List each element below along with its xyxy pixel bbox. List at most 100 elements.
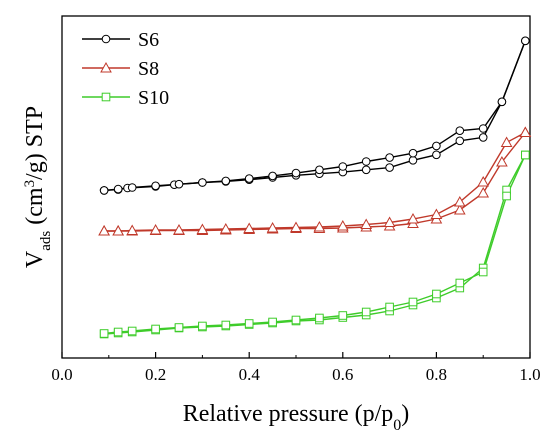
s6-desorption-point <box>99 186 109 195</box>
s6-desorption-point <box>151 181 160 191</box>
s6-desorption-point <box>198 178 207 187</box>
s8-desorption-point <box>453 195 466 207</box>
s6-desorption-point <box>268 171 277 181</box>
s6-desorption-point <box>315 165 324 175</box>
s6-desorption-point <box>455 126 465 135</box>
s10-desorption-point <box>127 326 137 336</box>
s6-desorption-point <box>432 141 441 151</box>
s10-desorption-line <box>104 154 526 335</box>
s8-desorption-point <box>149 223 162 235</box>
s8-desorption-point <box>173 223 185 235</box>
x-axis-label-tail: ) <box>401 401 409 427</box>
legend-marker <box>100 61 112 73</box>
x-axis-label: Relative pressure (p/p0) <box>183 401 410 434</box>
y-axis-label-v: V <box>22 250 48 268</box>
s8-desorption-point <box>477 175 490 187</box>
s10-desorption-point <box>291 315 301 325</box>
x-tick-label: 0.6 <box>332 365 353 384</box>
x-tick-label: 0.4 <box>239 365 261 384</box>
s6-desorption-point <box>338 162 348 171</box>
s6-adsorption-point <box>455 136 465 146</box>
s10-desorption-point <box>432 289 441 299</box>
s10-desorption-point <box>455 278 465 288</box>
s8-desorption-point <box>500 136 513 147</box>
x-tick-label: 0.2 <box>145 365 166 384</box>
y-axis-label-tail: /g) STP <box>22 106 48 180</box>
s6-desorption-point <box>385 153 394 162</box>
x-axis-label-subscript: 0 <box>393 417 401 434</box>
legend-marker <box>101 34 111 44</box>
s10-desorption-point <box>361 307 371 317</box>
s6-adsorption-point <box>385 163 394 172</box>
s6-desorption-point <box>521 36 530 46</box>
series-s8 <box>98 126 532 236</box>
s6-desorption-line <box>104 40 526 192</box>
s10-desorption-point <box>268 317 277 327</box>
s6-adsorption-point <box>432 150 441 160</box>
s6-desorption-point <box>408 148 418 158</box>
s10-desorption-point <box>315 313 324 323</box>
s6-desorption-point <box>291 168 301 178</box>
x-tick-label: 0.8 <box>426 365 447 384</box>
s8-desorption-point <box>98 224 110 236</box>
y-axis-label-v-subscript: ads <box>38 231 54 251</box>
x-tick-label: 1.0 <box>519 365 540 384</box>
s8-desorption-point <box>519 126 532 137</box>
s6-adsorption-point <box>478 133 488 142</box>
x-axis: 0.0 0.2 0.4 0.6 0.8 1.0 <box>51 352 541 384</box>
series-s10 <box>99 150 530 339</box>
y-axis-label-superscript: 3 <box>22 180 38 188</box>
legend-label: S10 <box>138 87 169 109</box>
s10-desorption-point <box>478 267 488 277</box>
legend: S6 S8 S10 <box>82 29 169 109</box>
s6-desorption-point <box>497 97 507 107</box>
x-tick-label: 0.0 <box>51 365 72 384</box>
s10-desorption-point <box>385 302 394 312</box>
s8-adsorption-point <box>496 155 508 167</box>
s10-desorption-point <box>174 323 184 332</box>
s8-adsorption-point <box>453 203 466 215</box>
s8-adsorption-point <box>477 186 490 198</box>
s10-desorption-point <box>408 297 418 307</box>
s6-desorption-point <box>174 179 184 189</box>
s8-desorption-point <box>407 212 419 224</box>
s8-desorption-point <box>360 218 373 229</box>
s10-desorption-point <box>198 321 207 331</box>
x-axis-label-text: Relative pressure (p/p <box>183 401 394 427</box>
s8-desorption-point <box>290 221 302 232</box>
s10-adsorption-line <box>104 154 526 335</box>
s6-adsorption-line <box>104 40 526 192</box>
y-axis-label: Vads (cm3/g) STP <box>22 106 54 268</box>
s10-desorption-point <box>244 319 254 328</box>
s10-desorption-point <box>338 311 348 320</box>
s6-desorption-point <box>127 183 137 192</box>
s8-desorption-point <box>430 208 443 219</box>
s6-adsorption-point <box>361 165 371 175</box>
s10-desorption-point <box>99 329 109 338</box>
s10-desorption-point <box>151 324 160 334</box>
s8-desorption-point <box>126 224 139 235</box>
y-axis-label-mid: (cm <box>22 187 48 231</box>
s8-desorption-point <box>266 221 279 233</box>
s8-desorption-point <box>196 223 209 234</box>
series-s6 <box>99 36 530 195</box>
s10-desorption-point <box>521 150 530 160</box>
s8-desorption-point <box>383 216 396 227</box>
s8-desorption-point <box>336 219 349 231</box>
s8-desorption-point <box>219 222 232 234</box>
s6-desorption-point <box>221 176 231 186</box>
s6-desorption-point <box>244 174 254 183</box>
s8-desorption-point <box>243 222 256 233</box>
s6-desorption-point <box>478 124 488 133</box>
s10-desorption-point <box>113 327 123 337</box>
s8-desorption-line <box>104 131 526 232</box>
s6-adsorption-point <box>408 156 418 165</box>
s10-desorption-point <box>502 191 511 201</box>
legend-label: S6 <box>138 29 159 51</box>
series-layer <box>98 36 532 339</box>
s8-desorption-point <box>313 220 326 232</box>
legend-label: S8 <box>138 58 159 80</box>
s8-adsorption-line <box>104 132 526 232</box>
s6-desorption-point <box>113 184 123 194</box>
